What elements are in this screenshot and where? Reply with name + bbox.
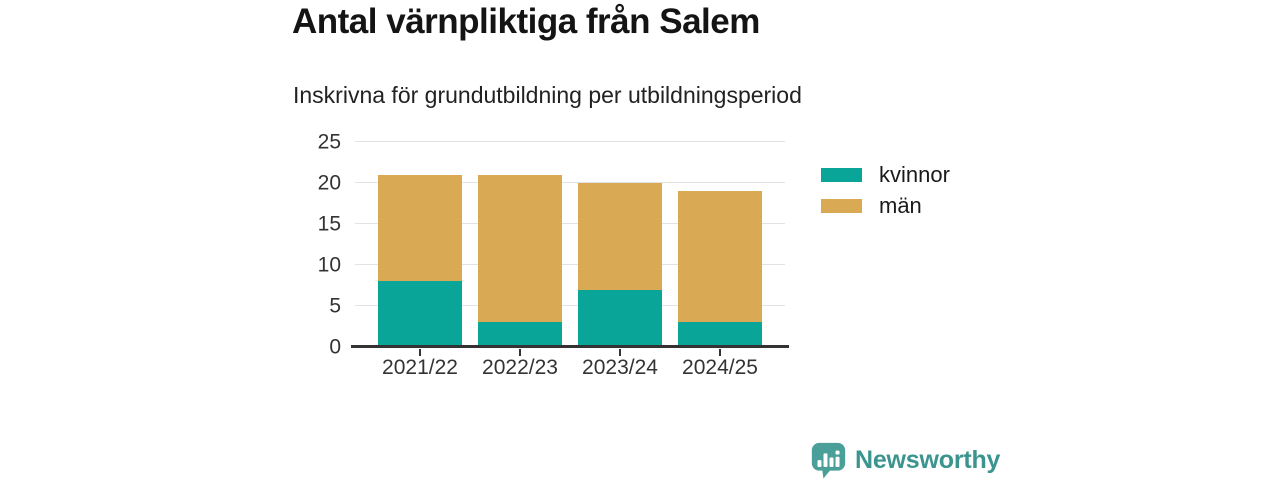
y-tick-label: 0 [329,335,341,359]
gridline [355,264,785,265]
x-axis-line [351,345,789,348]
x-tick [719,349,721,356]
speech-bubble-shape [811,442,846,479]
bar-segment-kvinnor [378,281,462,347]
y-tick-label: 10 [317,253,341,277]
x-tick-label: 2023/24 [582,356,658,379]
bar-segment-kvinnor [678,322,762,347]
bar-segment-män [478,174,562,323]
gridline [355,141,785,142]
brand-name: Newsworthy [855,445,1001,474]
x-axis-labels: 2021/22 2022/23 2023/24 2024/25 [355,356,785,384]
bar-segment-män [578,183,662,290]
bar-segment-män [678,191,762,323]
y-axis: 0 5 10 15 20 25 [295,132,341,358]
brand-footer: Newsworthy [810,441,1000,479]
legend-swatch [821,168,862,182]
legend: kvinnor män [821,162,950,224]
gridline [355,182,785,183]
x-tick-label: 2021/22 [382,356,458,379]
legend-label: män [879,193,922,218]
y-tick-label: 25 [317,130,341,154]
x-tick-label: 2024/25 [682,356,758,379]
newsworthy-logo-icon [811,442,846,479]
gridline [355,305,785,306]
mini-bar-chart-glyph [817,450,840,467]
legend-item: män [821,193,950,219]
x-tick [419,349,421,356]
chart-subtitle: Inskrivna för grundutbildning per utbild… [293,82,802,108]
gridline [355,223,785,224]
x-tick-label: 2022/23 [482,356,558,379]
legend-item: kvinnor [821,162,950,188]
legend-label: kvinnor [879,162,950,187]
bar-segment-män [378,174,462,282]
y-tick-label: 15 [317,212,341,236]
legend-swatch [821,199,862,213]
plot-area [351,141,789,356]
x-tick [619,349,621,356]
bar-segment-kvinnor [478,322,562,347]
x-tick [519,349,521,356]
page-title: Antal värnpliktiga från Salem [292,2,760,41]
y-tick-label: 5 [329,294,341,318]
bar-segment-kvinnor [578,289,662,347]
y-tick-label: 20 [317,171,341,195]
